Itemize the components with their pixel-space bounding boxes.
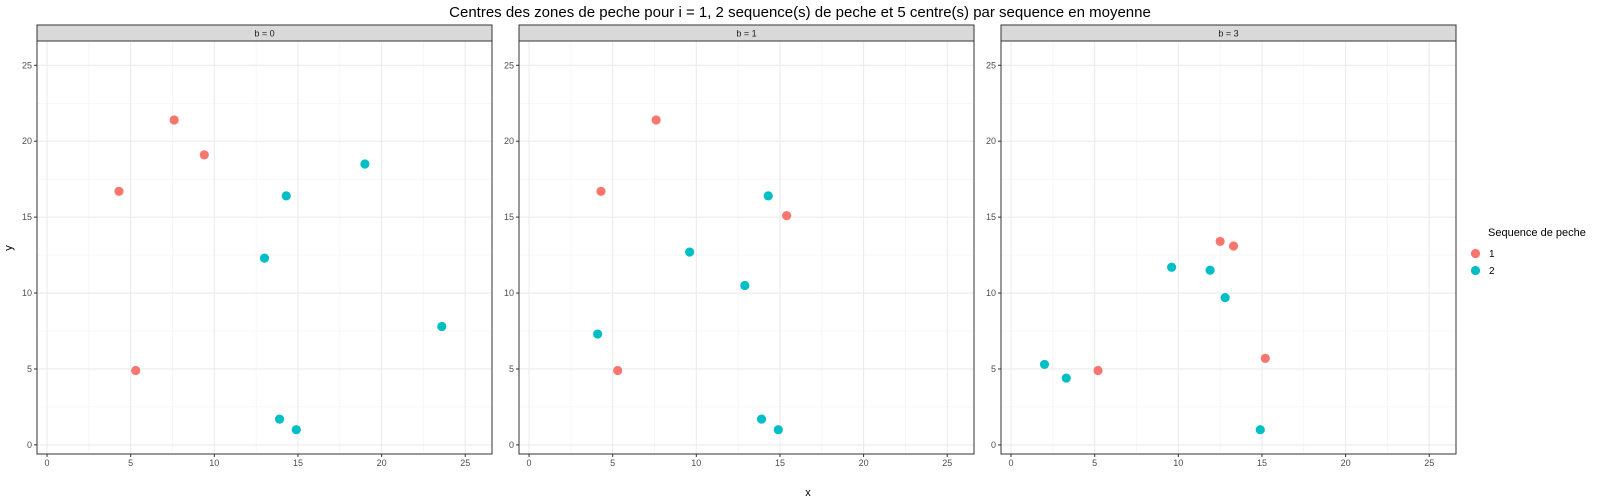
y-tick-label: 10 [986, 288, 996, 298]
x-tick-label: 15 [1257, 458, 1267, 468]
facet-panel-3: b = 3 0 5 10 15 20 25 0 5 10 15 20 25 [986, 24, 1457, 468]
data-point-series-2 [763, 191, 773, 201]
legend-label: 2 [1489, 266, 1495, 277]
legend-key-point [1470, 265, 1481, 276]
data-point-series-2 [291, 425, 301, 435]
x-tick-label: 25 [1424, 458, 1434, 468]
y-tick-label: 5 [991, 364, 996, 374]
x-tick-label: 25 [942, 458, 952, 468]
y-tick-label: 0 [509, 440, 514, 450]
data-point-series-2 [773, 425, 783, 435]
y-tick-label: 5 [27, 364, 32, 374]
panel-border [518, 40, 975, 455]
y-tick-label: 25 [22, 60, 32, 70]
facet-panel-2: b = 1 0 5 10 15 20 25 0 5 10 15 20 25 [504, 24, 975, 468]
x-tick-label: 0 [1009, 458, 1014, 468]
data-point-series-2 [1205, 265, 1215, 275]
y-tick-label: 0 [991, 440, 996, 450]
data-point-series-1 [1093, 365, 1103, 376]
data-point-series-2 [593, 329, 603, 339]
data-point-series-1 [782, 211, 792, 221]
facet-strip-label: b = 3 [1218, 29, 1238, 39]
facet-strip-label: b = 1 [736, 29, 756, 39]
data-point-series-2 [685, 247, 695, 257]
data-point-series-1 [169, 115, 179, 125]
data-point-series-2 [1255, 425, 1265, 435]
y-tick-label: 0 [27, 440, 32, 450]
data-point-series-2 [259, 253, 270, 263]
x-tick-label: 5 [128, 458, 133, 468]
x-tick-label: 0 [45, 458, 50, 468]
plot-background [37, 41, 492, 454]
x-tick-label: 5 [1092, 458, 1097, 468]
x-tick-label: 15 [293, 458, 303, 468]
data-point-series-2 [1220, 293, 1230, 303]
y-tick-label: 20 [504, 136, 514, 146]
legend: Sequence de peche 1 2 [1467, 227, 1586, 279]
x-tick-label: 15 [775, 458, 785, 468]
y-tick-label: 5 [509, 364, 514, 374]
data-point-series-1 [1228, 241, 1239, 251]
x-tick-label: 20 [1341, 458, 1351, 468]
plot-background [1001, 41, 1456, 454]
legend-key-point [1470, 248, 1481, 259]
data-point-series-2 [437, 321, 447, 332]
plot-background [519, 41, 974, 454]
data-point-series-2 [274, 414, 285, 424]
chart-title: Centres des zones de peche pour i = 1, 2… [449, 4, 1151, 21]
y-tick-label: 10 [504, 288, 514, 298]
data-point-series-2 [1167, 262, 1177, 272]
x-tick-label: 10 [691, 458, 701, 468]
data-point-series-2 [1061, 373, 1071, 383]
data-point-series-2 [281, 191, 291, 201]
facet-panels: b = 0 0 5 10 15 20 25 0 5 10 15 20 25 b = 1 0 5 10 15 20 25… [22, 24, 1457, 468]
data-point-series-2 [1039, 359, 1050, 370]
facet-strip-label: b = 0 [254, 29, 274, 39]
y-tick-label: 25 [504, 60, 514, 70]
x-tick-label: 10 [209, 458, 219, 468]
y-tick-label: 15 [504, 212, 514, 222]
y-tick-label: 15 [986, 212, 996, 222]
facet-panel-1: b = 0 0 5 10 15 20 25 0 5 10 15 20 25 [22, 24, 493, 468]
data-point-series-1 [131, 365, 141, 376]
x-tick-label: 0 [527, 458, 532, 468]
data-point-series-1 [1215, 236, 1225, 247]
legend-label: 1 [1489, 249, 1495, 260]
x-axis-title: x [805, 487, 811, 499]
panel-border [36, 40, 493, 455]
data-point-series-2 [740, 280, 750, 291]
data-point-series-1 [114, 186, 124, 196]
data-point-series-2 [756, 414, 767, 424]
y-tick-label: 20 [22, 136, 32, 146]
x-tick-label: 20 [377, 458, 387, 468]
y-axis-title: y [3, 245, 15, 251]
y-tick-label: 15 [22, 212, 32, 222]
panel-border [1000, 40, 1457, 455]
data-point-series-1 [596, 186, 606, 196]
data-point-series-1 [613, 365, 623, 376]
data-point-series-1 [199, 150, 209, 160]
data-point-series-1 [651, 115, 661, 125]
data-point-series-1 [1260, 353, 1270, 363]
x-tick-label: 25 [460, 458, 470, 468]
x-tick-label: 20 [859, 458, 869, 468]
x-tick-label: 5 [610, 458, 615, 468]
legend-title: Sequence de peche [1488, 227, 1586, 239]
y-tick-label: 20 [986, 136, 996, 146]
y-tick-label: 10 [22, 288, 32, 298]
x-tick-label: 10 [1173, 458, 1183, 468]
data-point-series-2 [360, 159, 370, 169]
y-tick-label: 25 [986, 60, 996, 70]
